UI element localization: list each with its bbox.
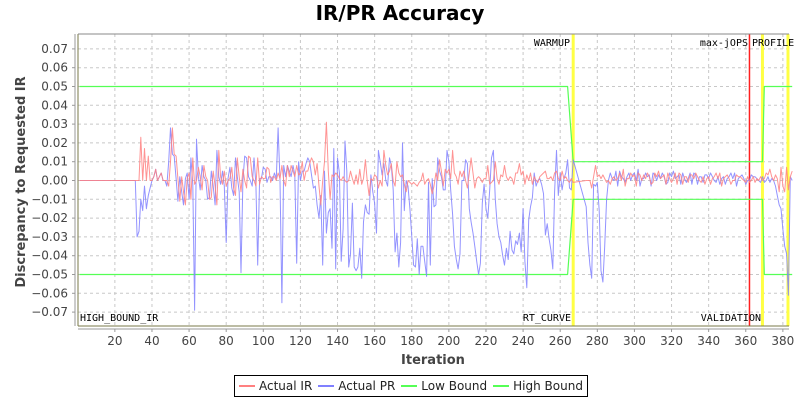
x-tick-label: 140 — [326, 334, 349, 348]
legend-label-high-bound: High Bound — [513, 379, 583, 393]
annotation-max-jops: max-jOPS — [700, 38, 748, 49]
y-tick-label: 0.05 — [41, 80, 68, 94]
y-tick-label: −0.05 — [31, 268, 68, 282]
x-tick-label: 240 — [512, 334, 535, 348]
y-tick-label: 0.06 — [41, 61, 68, 75]
legend-item-actual-ir[interactable]: Actual IR — [239, 379, 312, 393]
series-layer — [79, 85, 793, 311]
annotation-high-bound-ir: HIGH_BOUND_IR — [80, 313, 159, 324]
y-tick-label: 0.01 — [41, 155, 68, 169]
y-tick-label: −0.07 — [31, 305, 68, 319]
y-tick-label: 0.03 — [41, 117, 68, 131]
x-tick-label: 380 — [771, 334, 794, 348]
legend-label-actual-pr: Actual PR — [338, 379, 396, 393]
x-tick-label: 260 — [549, 334, 572, 348]
x-tick-label: 80 — [219, 334, 234, 348]
x-tick-label: 280 — [586, 334, 609, 348]
legend-swatch-high-bound — [493, 385, 510, 387]
y-tick-label: 0.07 — [41, 42, 68, 56]
x-tick-label: 320 — [660, 334, 683, 348]
x-tick-label: 300 — [623, 334, 646, 348]
x-tick-label: 340 — [697, 334, 720, 348]
x-tick-label: 100 — [252, 334, 275, 348]
x-tick-label: 40 — [144, 334, 159, 348]
legend-swatch-actual-pr — [318, 385, 335, 387]
x-tick-label: 220 — [475, 334, 498, 348]
x-tick-label: 20 — [107, 334, 122, 348]
legend-item-actual-pr[interactable]: Actual PR — [318, 379, 395, 393]
x-tick-label: 360 — [734, 334, 757, 348]
annotation-profile: PROFILE — [752, 38, 794, 49]
y-tick-label: 0.02 — [41, 136, 68, 150]
y-tick-label: 0.04 — [41, 98, 68, 112]
annotation-warmup: WARMUP — [534, 38, 570, 49]
y-tick-label: −0.03 — [31, 230, 68, 244]
legend-item-low-bound[interactable]: Low Bound — [401, 379, 487, 393]
x-tick-label: 120 — [289, 334, 312, 348]
x-tick-label: 200 — [437, 334, 460, 348]
y-tick-label: 0.00 — [41, 174, 68, 188]
legend-label-low-bound: Low Bound — [421, 379, 488, 393]
y-tick-label: −0.02 — [31, 211, 68, 225]
y-tick-label: −0.04 — [31, 249, 68, 263]
y-axis-ticks: 0.07 0.06 0.05 0.04 0.03 0.02 0.01 0.00 −0.01 −0.… — [31, 42, 75, 319]
annotation-validation: VALIDATION — [701, 313, 761, 324]
y-axis-label: Discrepancy to Requested IR — [14, 76, 29, 287]
x-tick-label: 160 — [363, 334, 386, 348]
legend-swatch-low-bound — [401, 385, 418, 387]
x-tick-label: 180 — [400, 334, 423, 348]
series-low-bound — [79, 198, 793, 276]
series-high-bound — [79, 85, 793, 163]
legend-item-high-bound[interactable]: High Bound — [493, 379, 583, 393]
legend-swatch-actual-ir — [239, 385, 255, 387]
x-axis-label: Iteration — [401, 353, 465, 368]
y-tick-label: −0.01 — [31, 192, 68, 206]
chart-title: IR/PR Accuracy — [315, 1, 485, 25]
legend-label-actual-ir: Actual IR — [259, 379, 313, 393]
annotation-rt-curve: RT_CURVE — [523, 313, 571, 324]
series-actual-ir — [79, 121, 793, 206]
y-tick-label: −0.06 — [31, 286, 68, 300]
x-axis-ticks: 20 40 60 80 100 120 140 160 180 200 220 240 260 280 30… — [107, 329, 794, 348]
chart-legend: Actual IR Actual PR Low Bound High Bound — [234, 375, 588, 397]
x-tick-label: 60 — [181, 334, 196, 348]
